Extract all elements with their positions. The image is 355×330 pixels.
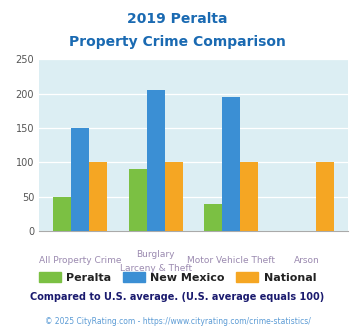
Text: All Property Crime: All Property Crime bbox=[39, 256, 121, 265]
Text: Burglary: Burglary bbox=[136, 250, 175, 259]
Text: Larceny & Theft: Larceny & Theft bbox=[120, 264, 192, 273]
Bar bbox=[89, 162, 108, 231]
Bar bbox=[240, 162, 258, 231]
Bar bbox=[129, 169, 147, 231]
Text: Property Crime Comparison: Property Crime Comparison bbox=[69, 35, 286, 49]
Text: Arson: Arson bbox=[294, 256, 320, 265]
Bar bbox=[53, 197, 71, 231]
Bar bbox=[71, 128, 89, 231]
Text: Motor Vehicle Theft: Motor Vehicle Theft bbox=[187, 256, 275, 265]
Text: © 2025 CityRating.com - https://www.cityrating.com/crime-statistics/: © 2025 CityRating.com - https://www.city… bbox=[45, 317, 310, 326]
Bar bbox=[316, 162, 334, 231]
Text: 2019 Peralta: 2019 Peralta bbox=[127, 12, 228, 25]
Bar bbox=[222, 97, 240, 231]
Text: Compared to U.S. average. (U.S. average equals 100): Compared to U.S. average. (U.S. average … bbox=[31, 292, 324, 302]
Bar bbox=[165, 162, 183, 231]
Legend: Peralta, New Mexico, National: Peralta, New Mexico, National bbox=[34, 268, 321, 287]
Bar bbox=[204, 204, 222, 231]
Bar bbox=[147, 90, 165, 231]
